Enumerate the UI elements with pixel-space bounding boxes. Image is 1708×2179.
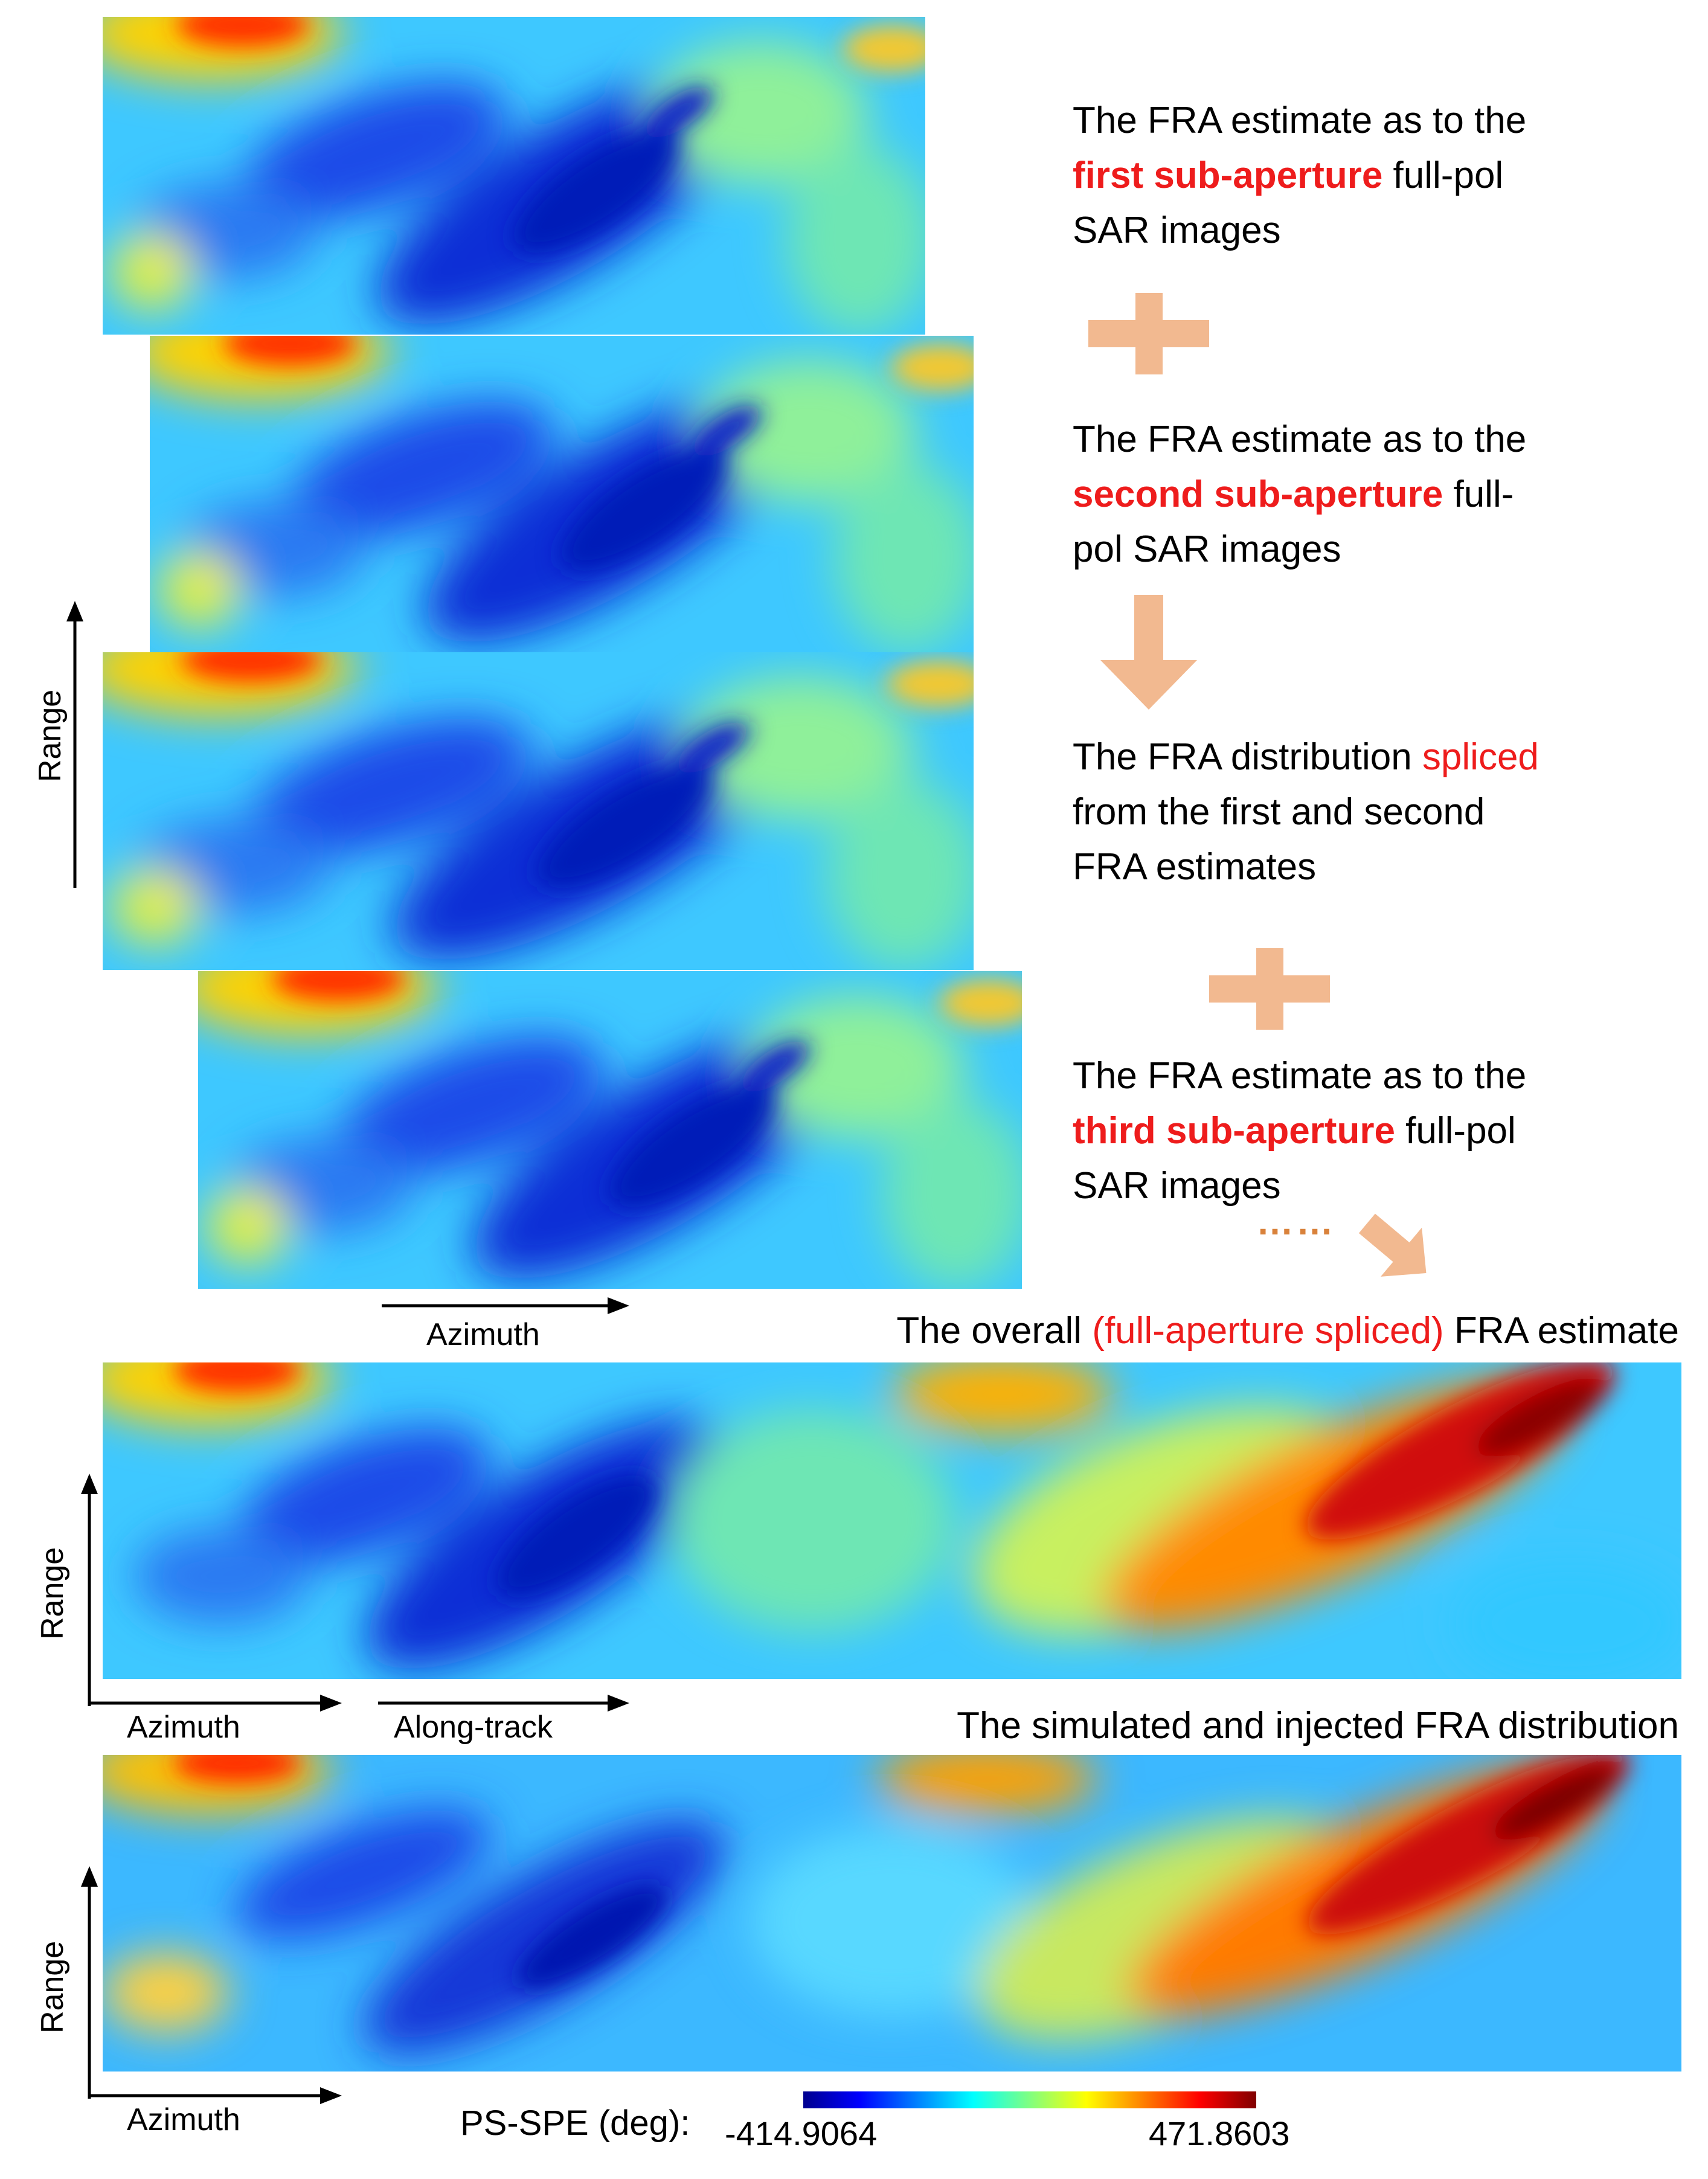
plus-icon-2: [1209, 948, 1330, 1030]
range-label-top: Range: [33, 689, 68, 782]
overall-caption: The overall (full-aperture spliced) FRA …: [896, 1310, 1679, 1352]
heatmap-svg: [150, 336, 974, 652]
azimuth-label-top: Azimuth: [426, 1317, 540, 1352]
heatmap-svg: [103, 17, 925, 335]
spliced-map: [103, 652, 974, 970]
diagonal-arrow-icon: [1358, 1213, 1427, 1277]
azimuth-axis-arrow-mid: [88, 1695, 342, 1712]
colorbar-min-label: -414.9064: [725, 2114, 878, 2152]
step-2-text: The FRA estimate as to the second sub-ap…: [1073, 419, 1527, 570]
step-3-text: The FRA distribution spliced from the fi…: [1073, 736, 1539, 888]
azimuth-label-mid: Azimuth: [127, 1710, 240, 1745]
heatmap-svg: [103, 652, 974, 970]
plus-icon-1: [1088, 293, 1209, 374]
colorbar-max-label: 471.8603: [1149, 2114, 1290, 2152]
heatmap-svg: [103, 1755, 1681, 2071]
range-label-bottom: Range: [35, 1940, 70, 2033]
step-4-text: The FRA estimate as to the third sub-ape…: [1073, 1055, 1527, 1207]
sub-aperture-2-map: [150, 336, 974, 652]
step-1-text: The FRA estimate as to the first sub-ape…: [1073, 100, 1527, 251]
azimuth-axis-arrow-top: [382, 1297, 629, 1314]
along-track-axis-arrow: [378, 1695, 629, 1712]
colorbar-label: PS-SPE (deg):: [460, 2104, 690, 2143]
ellipsis: ……: [1256, 1201, 1336, 1243]
colorbar: [803, 2091, 1256, 2108]
simulated-distribution-map: [103, 1755, 1681, 2071]
azimuth-axis-arrow-bottom: [88, 2087, 342, 2104]
simulated-caption: The simulated and injected FRA distribut…: [957, 1705, 1679, 1747]
sub-aperture-3-map: [198, 971, 1022, 1289]
along-track-label: Along-track: [394, 1710, 553, 1745]
range-axis-arrow-top: [66, 601, 83, 888]
range-axis-arrow-mid: [81, 1474, 98, 1706]
heatmap-svg: [198, 971, 1022, 1289]
overall-estimate-map: [103, 1362, 1681, 1679]
down-arrow-icon: [1100, 595, 1197, 710]
heatmap-svg: [103, 1362, 1681, 1679]
sub-aperture-1-map: [103, 17, 925, 335]
range-label-mid: Range: [35, 1547, 70, 1640]
range-axis-arrow-bottom: [81, 1866, 98, 2099]
azimuth-label-bottom: Azimuth: [127, 2102, 240, 2137]
